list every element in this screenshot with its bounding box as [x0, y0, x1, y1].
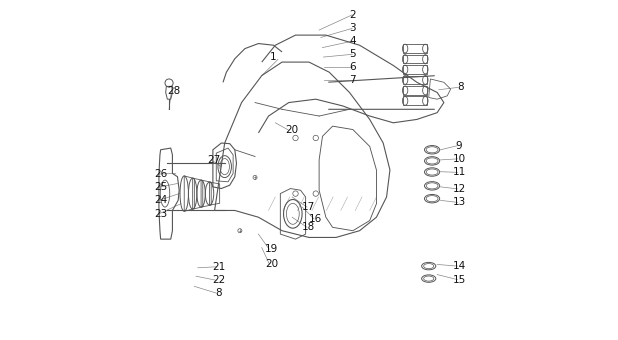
- Text: 27: 27: [207, 155, 221, 165]
- Text: 6: 6: [350, 62, 356, 72]
- Text: 1: 1: [270, 52, 277, 62]
- Text: 8: 8: [457, 82, 464, 92]
- Text: 12: 12: [452, 184, 466, 194]
- Text: 11: 11: [452, 167, 466, 177]
- Text: 13: 13: [452, 198, 466, 207]
- Text: 23: 23: [154, 209, 168, 219]
- Text: 17: 17: [302, 202, 315, 212]
- Text: 20: 20: [265, 259, 279, 269]
- Text: 24: 24: [154, 195, 168, 205]
- Text: 28: 28: [167, 86, 180, 96]
- Text: 7: 7: [350, 75, 356, 85]
- Text: 4: 4: [350, 36, 356, 46]
- Text: 16: 16: [309, 214, 323, 224]
- Text: 19: 19: [265, 244, 279, 254]
- Text: 5: 5: [350, 49, 356, 60]
- Text: 10: 10: [452, 154, 465, 164]
- Text: 8: 8: [216, 288, 222, 298]
- Text: 22: 22: [213, 275, 226, 285]
- Text: 3: 3: [350, 23, 356, 33]
- Text: 26: 26: [154, 169, 168, 179]
- Text: 15: 15: [452, 275, 466, 285]
- Text: 14: 14: [452, 261, 466, 271]
- Text: 25: 25: [154, 182, 168, 192]
- Text: 9: 9: [455, 141, 462, 151]
- Text: 20: 20: [285, 125, 298, 135]
- Text: 18: 18: [302, 222, 315, 232]
- Text: 21: 21: [213, 262, 226, 272]
- Text: 2: 2: [350, 10, 356, 20]
